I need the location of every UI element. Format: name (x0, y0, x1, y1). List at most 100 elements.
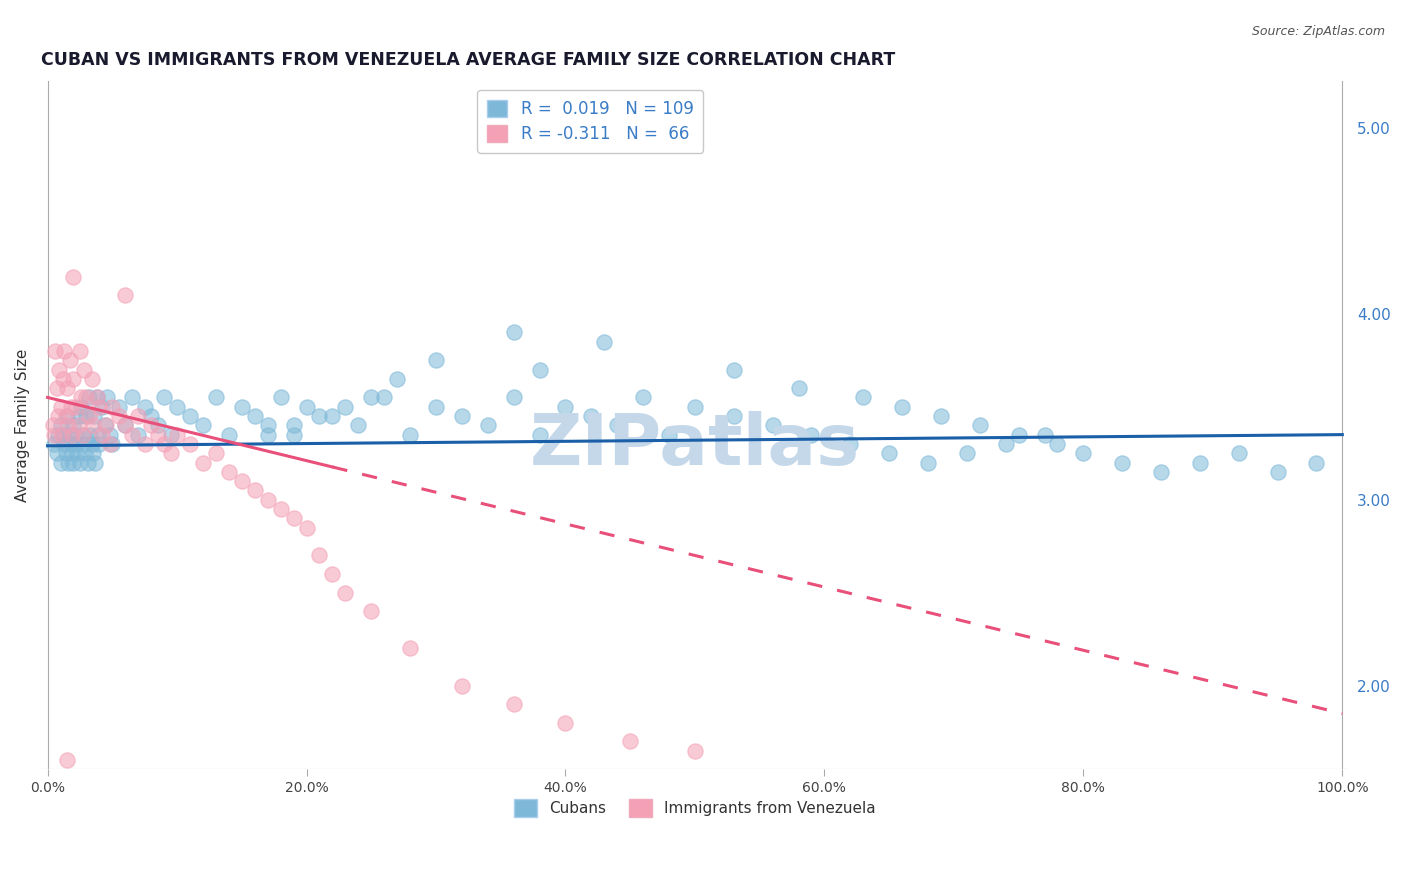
Point (141, 418, 163, 433)
Point (243, 409, 266, 423)
Point (42, 427, 65, 442)
Point (59, 400, 82, 414)
Point (308, 409, 330, 423)
Point (877, 446, 900, 460)
Point (891, 400, 914, 414)
Point (723, 362, 745, 376)
Point (141, 409, 163, 423)
Point (65, 437, 87, 451)
Point (62, 372, 84, 386)
Point (82, 418, 104, 433)
Point (59, 437, 82, 451)
Point (75, 446, 97, 460)
Point (502, 697, 524, 711)
Point (1227, 446, 1250, 460)
Point (425, 353, 447, 368)
Point (321, 409, 343, 423)
Point (631, 391, 654, 405)
Point (89, 437, 111, 451)
Point (969, 418, 991, 433)
Point (121, 427, 143, 442)
Point (66, 446, 89, 460)
Point (451, 409, 474, 423)
Point (75, 391, 97, 405)
Point (84, 456, 107, 470)
Point (205, 446, 228, 460)
Point (55, 409, 77, 423)
Point (347, 418, 370, 433)
Point (270, 391, 292, 405)
Point (53, 343, 76, 358)
Point (256, 427, 278, 442)
Point (93, 418, 115, 433)
Point (321, 567, 343, 582)
Point (283, 427, 305, 442)
Point (80, 372, 103, 386)
Point (1007, 427, 1029, 442)
Point (56, 409, 79, 423)
Point (56, 381, 79, 395)
Point (114, 288, 136, 302)
Point (94, 418, 117, 433)
Point (852, 391, 875, 405)
Point (86, 391, 108, 405)
Point (45, 381, 67, 395)
Point (42, 418, 65, 433)
Point (191, 418, 214, 433)
Point (58, 456, 80, 470)
Point (87, 427, 110, 442)
Point (593, 334, 616, 349)
Point (283, 511, 305, 525)
Point (477, 418, 499, 433)
Point (529, 362, 551, 376)
Point (91, 427, 114, 442)
Point (231, 474, 253, 488)
Point (502, 326, 524, 340)
Point (52, 372, 75, 386)
Point (399, 641, 422, 656)
Point (179, 437, 201, 451)
Point (69, 456, 91, 470)
Point (360, 391, 382, 405)
Point (98, 427, 121, 442)
Point (114, 418, 136, 433)
Point (70, 400, 93, 414)
Point (153, 437, 176, 451)
Point (839, 437, 862, 451)
Legend: Cubans, Immigrants from Venezuela: Cubans, Immigrants from Venezuela (508, 793, 882, 823)
Point (53, 437, 76, 451)
Point (76, 456, 98, 470)
Point (77, 391, 100, 405)
Point (134, 400, 156, 414)
Point (46, 409, 69, 423)
Point (65, 400, 87, 414)
Text: ZIPatlas: ZIPatlas (530, 411, 860, 481)
Point (335, 585, 357, 599)
Point (67, 409, 90, 423)
Point (256, 492, 278, 507)
Point (231, 400, 253, 414)
Point (308, 549, 330, 563)
Point (1046, 437, 1069, 451)
Point (179, 409, 201, 423)
Point (1111, 456, 1133, 470)
Point (270, 502, 292, 516)
Point (1150, 465, 1173, 479)
Point (683, 744, 706, 758)
Point (502, 391, 524, 405)
Point (153, 391, 176, 405)
Point (1267, 465, 1289, 479)
Point (121, 391, 143, 405)
Point (1033, 427, 1056, 442)
Point (77, 409, 100, 423)
Text: CUBAN VS IMMIGRANTS FROM VENEZUELA AVERAGE FAMILY SIZE CORRELATION CHART: CUBAN VS IMMIGRANTS FROM VENEZUELA AVERA… (41, 51, 896, 69)
Point (243, 483, 266, 498)
Point (58, 427, 80, 442)
Point (295, 400, 318, 414)
Point (91, 400, 114, 414)
Point (335, 400, 357, 414)
Point (159, 427, 181, 442)
Point (166, 400, 188, 414)
Point (79, 427, 101, 442)
Point (72, 427, 94, 442)
